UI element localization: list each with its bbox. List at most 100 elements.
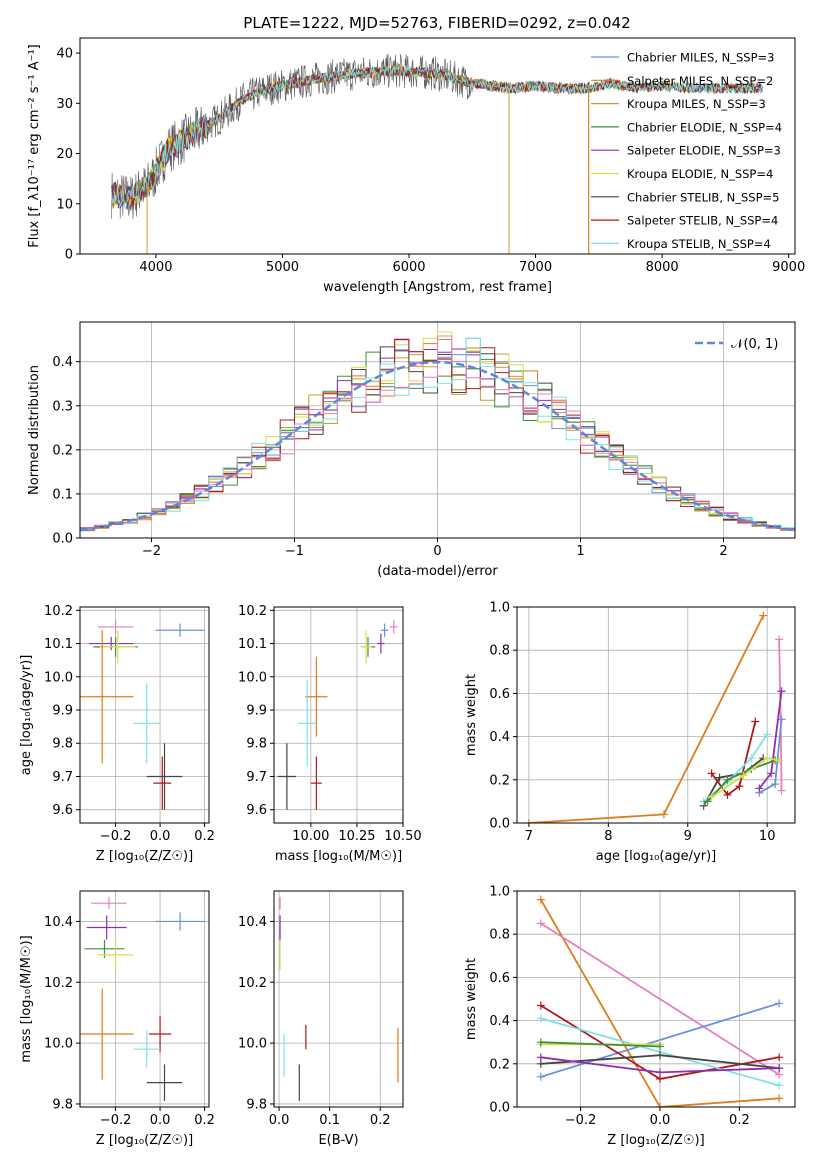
axes-frame <box>516 606 796 824</box>
y-tick-label: 9.6 <box>246 803 267 818</box>
data-point-marker <box>739 771 748 780</box>
y-tick-label: 20 <box>56 147 73 162</box>
y-tick-label: 10.2 <box>44 604 73 619</box>
y-tick-label: 9.8 <box>246 1097 267 1112</box>
data-point-marker <box>659 810 668 819</box>
data-point-marker <box>536 919 545 928</box>
x-tick-label: 0.0 <box>150 1113 171 1128</box>
y-tick-label: 0.0 <box>489 817 510 832</box>
x-axis-label: Z [log₁₀(Z/Z☉)] <box>96 849 193 864</box>
residual-histogram <box>80 337 795 530</box>
data-point-marker <box>707 793 716 802</box>
chart-title: PLATE=1222, MJD=52763, FIBERID=0292, z=0… <box>243 14 630 32</box>
y-axis-label: mass [log₁₀(M/M☉)] <box>19 935 34 1062</box>
y-tick-label: 0.4 <box>489 730 510 745</box>
legend-entry: 𝒩(0, 1) <box>731 337 778 352</box>
y-tick-label: 9.8 <box>52 737 73 752</box>
data-point-marker <box>655 1042 664 1051</box>
x-tick-label: 8000 <box>646 260 679 275</box>
y-tick-label: 0.3 <box>52 399 73 414</box>
x-axis-label: age [log₁₀(age/yr)] <box>596 849 717 864</box>
data-point-marker <box>536 1001 545 1010</box>
y-tick-label: 0 <box>65 248 73 263</box>
data-point-marker <box>777 786 786 795</box>
x-tick-label: 8 <box>604 829 612 844</box>
x-tick-label: 6000 <box>392 260 425 275</box>
data-point-marker <box>703 797 712 806</box>
plot-area <box>536 895 784 1107</box>
data-point-marker <box>775 999 784 1008</box>
plot-area <box>111 53 764 254</box>
mass-vs-extinction-panel: 0.0 0.1 0.2 9.8 10.0 10.2 10.4 E(B-V) <box>238 890 404 1148</box>
mass-weight-vs-metallicity-panel: −0.2 0.0 0.2 0.0 0.2 0.4 0.6 0.8 1.0 Z [log₁₀(Z/Z… <box>464 885 796 1148</box>
x-tick-label: 9000 <box>772 260 805 275</box>
x-tick-label: 2 <box>719 544 727 559</box>
axes-frame <box>79 37 796 255</box>
x-axis-label: Z [log₁₀(Z/Z☉)] <box>96 1133 193 1148</box>
data-point-marker <box>536 895 545 904</box>
y-tick-label: 30 <box>56 97 73 112</box>
mass-weight-line <box>706 759 776 803</box>
y-tick-label: 10.2 <box>238 976 267 991</box>
y-tick-label: 10.1 <box>238 637 267 652</box>
y-tick-label: 0.2 <box>52 443 73 458</box>
y-tick-label: 9.6 <box>52 803 73 818</box>
x-tick-label: −0.2 <box>100 1113 132 1128</box>
legend-entry: Kroupa ELODIE, N_SSP=4 <box>627 167 773 181</box>
axes-frame <box>79 890 210 1108</box>
y-axis-label: age [log₁₀(age/yr)] <box>19 655 34 776</box>
residual-histogram-panel: 𝒩(0, 1) −2 −1 0 1 2 0.0 0.1 0.2 0.3 0.4 (data-model… <box>27 321 796 579</box>
mass-weight-line <box>540 922 780 1076</box>
data-point-marker <box>775 756 784 765</box>
data-point-marker <box>536 1038 545 1047</box>
data-point-marker <box>707 769 716 778</box>
x-tick-label: 0.0 <box>150 829 171 844</box>
data-point-marker <box>536 1014 545 1023</box>
legend-entry: Kroupa MILES, N_SSP=3 <box>627 97 766 111</box>
x-tick-label: 0 <box>433 544 441 559</box>
y-tick-label: 10 <box>56 197 73 212</box>
y-tick-label: 0.2 <box>489 773 510 788</box>
mass-vs-metallicity-panel: −0.2 0.0 0.2 9.8 10.0 10.2 10.4 Z [log₁₀(Z/Z☉)]… <box>19 890 215 1148</box>
y-tick-label: 1.0 <box>489 601 510 616</box>
y-tick-label: 0.6 <box>489 971 510 986</box>
data-point-marker <box>767 769 776 778</box>
plot-area <box>80 620 205 810</box>
y-tick-label: 0.8 <box>489 644 510 659</box>
x-tick-label: −0.2 <box>565 1113 597 1128</box>
data-point-marker <box>536 1072 545 1081</box>
age-vs-metallicity-panel: −0.2 0.0 0.2 9.6 9.7 9.8 9.9 10.0 10.1 10.2 Z [log… <box>19 604 215 864</box>
y-tick-label: 0.8 <box>489 928 510 943</box>
residual-histogram <box>80 335 795 531</box>
axes-frame <box>516 890 796 1108</box>
y-tick-label: 10.0 <box>238 1037 267 1052</box>
y-tick-label: 10.0 <box>44 1037 73 1052</box>
age-vs-mass-panel: 10.00 10.25 10.50 9.6 9.7 9.8 9.9 10.0 10.1 10.2 m… <box>238 604 422 864</box>
data-point-marker <box>775 1064 784 1073</box>
x-tick-label: 0.2 <box>194 829 215 844</box>
data-point-marker <box>775 1081 784 1090</box>
data-point-marker <box>655 1103 664 1107</box>
x-tick-label: 10.50 <box>384 829 421 844</box>
axes-frame <box>273 890 404 1108</box>
x-tick-label: −1 <box>285 544 304 559</box>
mass-weight-line <box>540 1002 780 1078</box>
data-point-marker <box>763 754 772 763</box>
y-tick-label: 9.8 <box>246 737 267 752</box>
y-tick-label: 10.4 <box>238 915 267 930</box>
x-tick-label: 10.25 <box>338 829 375 844</box>
y-tick-label: 0.6 <box>489 687 510 702</box>
x-tick-label: 0.2 <box>194 1113 215 1128</box>
y-tick-label: 0.4 <box>489 1014 510 1029</box>
legend-entry: Salpeter ELODIE, N_SSP=3 <box>627 144 781 158</box>
x-axis-label: wavelength [Angstrom, rest frame] <box>323 280 552 295</box>
y-tick-label: 0.0 <box>52 532 73 547</box>
plot-area <box>524 611 786 823</box>
data-point-marker <box>775 1053 784 1062</box>
data-point-marker <box>715 773 724 782</box>
normal-distribution-curve <box>80 360 795 532</box>
y-tick-label: 9.9 <box>52 704 73 719</box>
x-axis-label: Z [log₁₀(Z/Z☉)] <box>607 1133 704 1148</box>
data-point-marker <box>735 782 744 791</box>
